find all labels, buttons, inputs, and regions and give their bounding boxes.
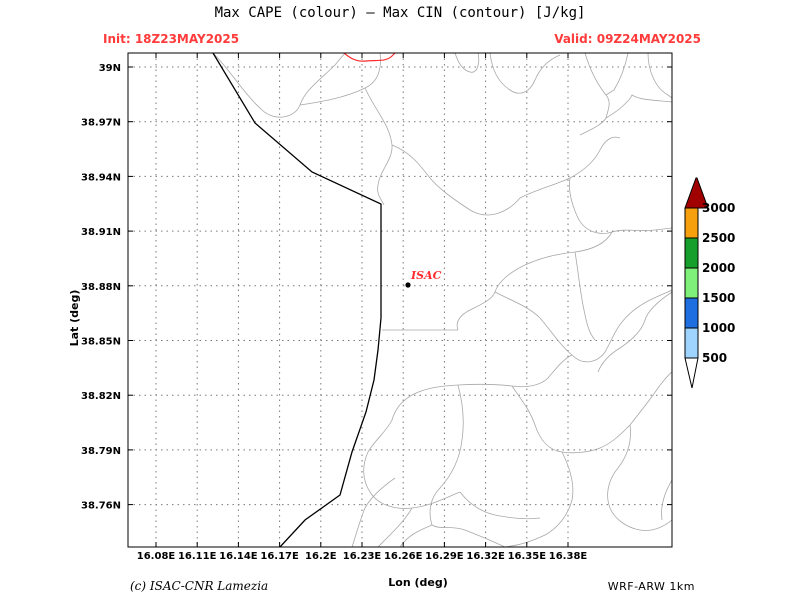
credit-text: (c) ISAC-CNR Lamezia bbox=[130, 579, 269, 593]
lon-tick-label: 16.38E bbox=[549, 551, 588, 562]
colorbar-top-triangle bbox=[684, 177, 709, 209]
lon-tick-label: 16.23E bbox=[343, 551, 382, 562]
lat-tick-label: 38.88N bbox=[81, 282, 121, 293]
lon-tick-label: 16.11E bbox=[178, 551, 217, 562]
lon-tick-label: 16.08E bbox=[137, 551, 176, 562]
lat-tick-label: 38.91N bbox=[81, 227, 121, 238]
lon-tick-label: 16.29E bbox=[425, 551, 464, 562]
lat-tick-label: 38.97N bbox=[81, 118, 121, 129]
station-label: ISAC bbox=[410, 269, 442, 282]
colorbar-label: 1500 bbox=[702, 291, 735, 305]
lat-tick-label: 38.76N bbox=[81, 501, 121, 512]
lat-tick-label: 39N bbox=[99, 63, 121, 74]
lon-tick-label: 16.2E bbox=[305, 551, 337, 562]
plot-frame bbox=[127, 52, 673, 548]
lon-tick-label: 16.32E bbox=[466, 551, 505, 562]
coastline bbox=[212, 53, 382, 547]
valid-time: Valid: 09Z24MAY2025 bbox=[554, 32, 701, 46]
lon-tick-label: 16.17E bbox=[260, 551, 299, 562]
colorbar-bin-2000-2500 bbox=[684, 237, 699, 269]
lon-axis: 16.08E 16.11E 16.14E 16.17E 16.2E 16.23E 16.26… bbox=[137, 53, 588, 562]
colorbar-label: 3000 bbox=[702, 201, 735, 215]
colorbar-bottom-triangle bbox=[684, 357, 699, 389]
colorbar-label: 500 bbox=[702, 351, 727, 365]
x-axis-label: Lon (deg) bbox=[388, 576, 448, 589]
chart-title: Max CAPE (colour) — Max CIN (contour) [J… bbox=[214, 5, 586, 21]
y-axis-label: Lat (deg) bbox=[68, 290, 81, 347]
lon-tick-label: 16.14E bbox=[219, 551, 258, 562]
lon-tick-label: 16.35E bbox=[508, 551, 547, 562]
colorbar-label: 1000 bbox=[702, 321, 735, 335]
colorbar: 3000 2500 2000 1500 1000 500 bbox=[684, 177, 735, 389]
lat-tick-label: 38.82N bbox=[81, 391, 121, 402]
station-marker bbox=[405, 282, 411, 288]
lon-tick-label: 16.26E bbox=[384, 551, 423, 562]
colorbar-bin-500-1000 bbox=[684, 327, 699, 359]
lat-tick-label: 38.94N bbox=[81, 172, 121, 183]
init-time: Init: 18Z23MAY2025 bbox=[103, 32, 240, 46]
cin-contour bbox=[343, 53, 396, 62]
colorbar-bin-1500-2000 bbox=[684, 267, 699, 299]
lat-tick-label: 38.85N bbox=[81, 337, 121, 348]
model-label: WRF-ARW 1km bbox=[607, 580, 695, 593]
colorbar-bin-1000-1500 bbox=[684, 297, 699, 329]
lat-tick-label: 38.79N bbox=[81, 446, 121, 457]
road-network bbox=[212, 53, 672, 547]
colorbar-label: 2500 bbox=[702, 231, 735, 245]
colorbar-label: 2000 bbox=[702, 261, 735, 275]
colorbar-bin-2500-3000 bbox=[684, 207, 699, 239]
lat-axis: 39N 38.97N 38.94N 38.91N 38.88N 38.85N 38.82N 3… bbox=[81, 63, 672, 512]
grid-lines bbox=[128, 53, 672, 547]
